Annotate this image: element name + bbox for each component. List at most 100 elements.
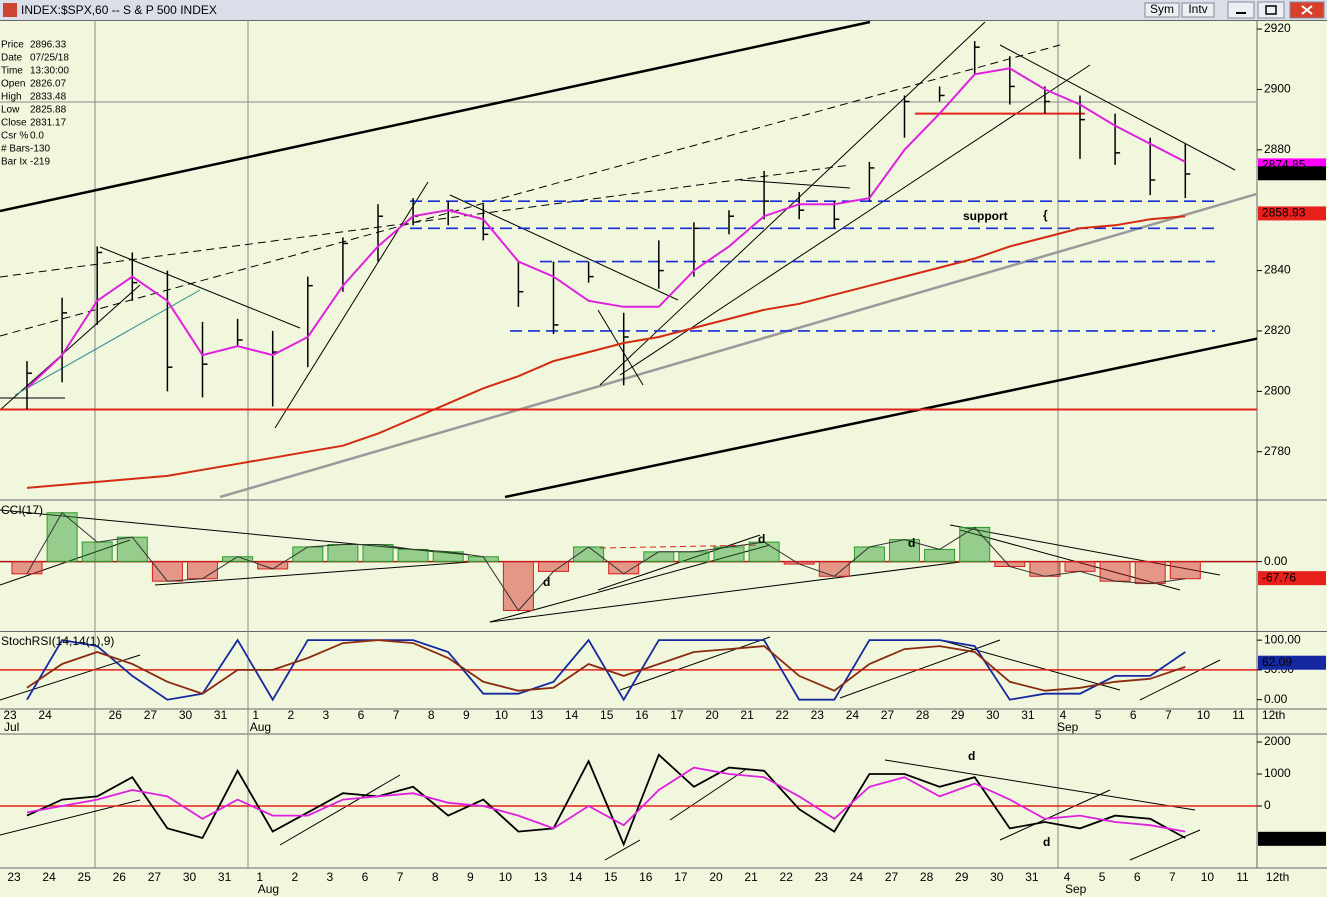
cci-bar [362, 544, 394, 563]
restore-icon [1265, 5, 1277, 15]
info-label: High [1, 92, 22, 103]
x-tick-label: 6 [362, 870, 369, 884]
value-box [1258, 571, 1326, 586]
cci-bar [11, 561, 43, 575]
info-value: -130 [30, 144, 50, 155]
x-tick-label: 9 [467, 870, 474, 884]
cci-bar [81, 541, 113, 563]
intv-button[interactable] [1181, 2, 1215, 18]
annotation: d [908, 536, 915, 550]
y-tick-label: 2920 [1264, 21, 1291, 35]
cci-line [26, 512, 1186, 612]
cci-bar [643, 551, 675, 563]
x-tick-label: 26 [113, 870, 127, 884]
annotation: support [963, 209, 1008, 223]
x-tick-label: 30 [986, 708, 1000, 722]
x-tick-label: 27 [885, 870, 899, 884]
x-tick-label: 28 [920, 870, 934, 884]
cci-bar [46, 512, 78, 563]
x-tick-label: 13 [534, 870, 548, 884]
x-tick-label: 30 [179, 708, 193, 722]
cci-bar [292, 546, 324, 563]
y-tick-label: 2000 [1264, 734, 1291, 748]
x-tick-label: 28 [916, 708, 930, 722]
x-tick-label: 17 [674, 870, 688, 884]
cci-bar [502, 561, 534, 611]
annotation: d [758, 532, 765, 546]
y-tick-label: 0 [1264, 798, 1271, 812]
annotation: d [968, 749, 975, 763]
info-value: 13:30:00 [30, 66, 69, 77]
cci-bar [538, 561, 569, 572]
x-tick-label: 5 [1099, 870, 1106, 884]
y-tick-label: 1000 [1264, 766, 1291, 780]
app-icon [3, 3, 17, 17]
x-tick-label: 31 [214, 708, 228, 722]
value-box [1258, 166, 1326, 181]
sym-button[interactable] [1144, 2, 1180, 18]
x-tick-label: 12th [1262, 708, 1285, 722]
cci-bar [1064, 561, 1096, 572]
info-value: -219 [30, 157, 50, 168]
info-label: Price [1, 40, 24, 51]
x-tick-label: 7 [393, 708, 400, 722]
info-label: Date [1, 53, 23, 64]
moving-average [26, 67, 1186, 390]
info-label: Low [1, 105, 20, 116]
x-tick-label: 27 [881, 708, 895, 722]
x-tick-label: 20 [709, 870, 723, 884]
x-tick-label: 15 [600, 708, 614, 722]
y-tick-label: 2880 [1264, 142, 1291, 156]
x-tick-label: 1 [256, 870, 263, 884]
x-tick-label: 24 [846, 708, 860, 722]
x-tick-label: 8 [428, 708, 435, 722]
minimize-button[interactable] [1227, 1, 1255, 19]
x-tick-label: 22 [776, 708, 790, 722]
month-label: Aug [258, 882, 279, 896]
x-tick-label: 2 [291, 870, 298, 884]
x-tick-label: 26 [109, 708, 123, 722]
info-label: Bar Ix [1, 157, 27, 168]
y-tick-label: 2900 [1264, 82, 1291, 96]
info-value: 2825.88 [30, 105, 67, 116]
x-tick-label: 6 [358, 708, 365, 722]
cci-bar [853, 546, 885, 563]
close-icon [1301, 5, 1313, 15]
y-tick-label: 0.00 [1264, 554, 1288, 568]
x-tick-label: 9 [463, 708, 470, 722]
restore-button[interactable] [1257, 1, 1285, 19]
price-trendlines [0, 20, 1257, 498]
cci-bar [222, 556, 254, 563]
cci-bar [397, 548, 429, 563]
value-box-label: 2858.93 [1262, 206, 1306, 220]
cci-bar [818, 561, 850, 577]
x-tick-label: 30 [990, 870, 1004, 884]
x-tick-label: 17 [670, 708, 684, 722]
x-tick-label: 11 [1232, 708, 1245, 722]
title-bar [0, 0, 1327, 20]
x-tick-label: 3 [323, 708, 330, 722]
x-tick-label: 23 [815, 870, 829, 884]
info-label: Time [1, 66, 23, 77]
info-value: 2831.17 [30, 118, 67, 129]
x-tick-label: 23 [7, 870, 21, 884]
x-tick-label: 7 [1169, 870, 1176, 884]
info-value: 2896.33 [30, 40, 67, 51]
intv-button-label[interactable]: Intv [1188, 2, 1207, 16]
y-tick-label: 2820 [1264, 323, 1291, 337]
info-panel: Price 2896.33 Date 07/25/18 Time 13:30:00 Open… [1, 40, 69, 168]
x-tick-label: 10 [1201, 870, 1215, 884]
cci-bar [959, 526, 991, 563]
pane-borders [0, 20, 1327, 869]
value-box-label: -67.76 [1262, 570, 1296, 584]
month-label: Aug [250, 720, 271, 734]
x-tick-label: 6 [1134, 870, 1141, 884]
sym-button-label[interactable]: Sym [1150, 2, 1174, 16]
x-tick-label: 31 [1025, 870, 1039, 884]
info-value: 0.0 [30, 131, 44, 142]
value-box [1258, 206, 1326, 221]
cci-bar [1029, 561, 1061, 577]
x-tick-label: 15 [604, 870, 618, 884]
